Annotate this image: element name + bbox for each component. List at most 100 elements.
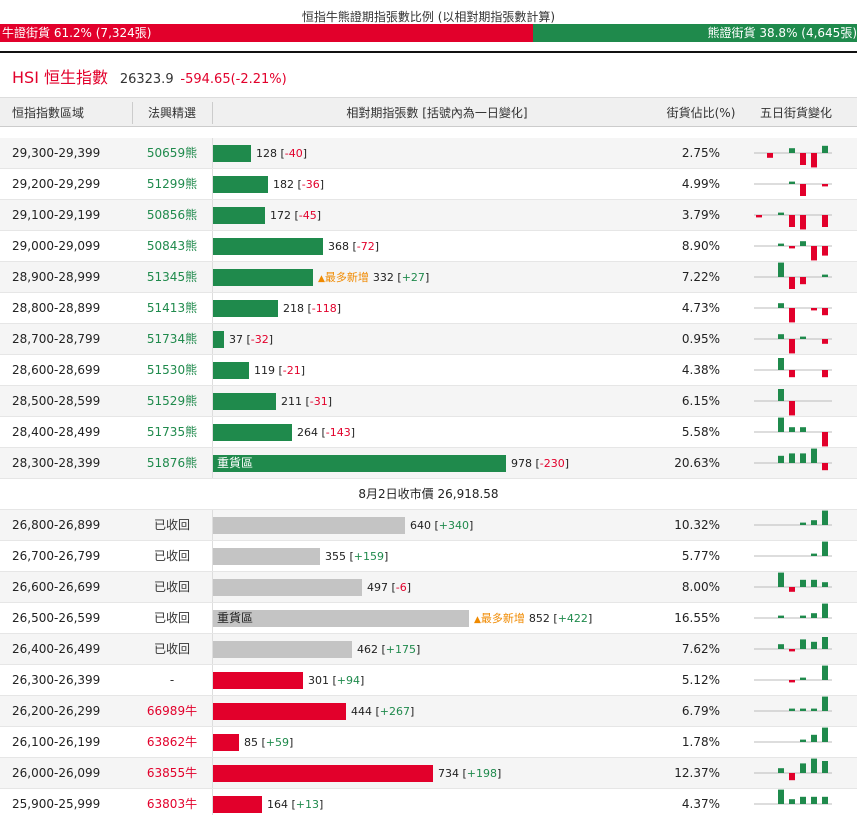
sparkline-bar xyxy=(767,153,773,158)
qty-bar-area: 172 [-45] xyxy=(213,200,663,230)
qty-value: 182 [-36] xyxy=(273,178,325,191)
five-day-sparkline xyxy=(754,303,832,323)
table-row: 28,600-28,699 51530熊 119 [-21] 4.38% xyxy=(0,355,857,386)
qty-delta: +13 xyxy=(295,798,320,811)
header-qty: 相對期指張數 [括號內為一日變化] xyxy=(346,106,528,120)
qty-bar xyxy=(213,207,265,224)
column-separator xyxy=(212,727,213,757)
column-separator xyxy=(212,541,213,571)
sparkline-bar xyxy=(789,680,795,683)
column-separator xyxy=(212,169,213,199)
pick-cell: 已收回 xyxy=(153,611,190,625)
qty-bar xyxy=(213,734,239,751)
sparkline-bar xyxy=(822,582,828,587)
qty-bar-area: 128 [-40] xyxy=(213,138,663,168)
qty-delta: +59 xyxy=(265,736,290,749)
qty-delta: -21 xyxy=(282,364,301,377)
sparkline-bar xyxy=(789,277,795,289)
table-row: 28,300-28,399 51876熊 重貨區 978 [-230] 20.63% xyxy=(0,448,857,479)
qty-bar xyxy=(213,300,278,317)
qty-number: 264 xyxy=(297,426,318,439)
pick-cell[interactable]: 51530熊 xyxy=(146,363,198,377)
sparkline-bar xyxy=(789,773,795,781)
qty-delta: +175 xyxy=(385,643,417,656)
five-day-sparkline xyxy=(754,241,832,261)
qty-value: 978 [-230] xyxy=(511,457,570,470)
range-cell: 26,700-26,799 xyxy=(12,549,101,563)
table-row: 26,700-26,799 已收回 355 [+159] 5.77% xyxy=(0,541,857,572)
range-cell: 26,400-26,499 xyxy=(12,642,101,656)
qty-bar-area: 368 [-72] xyxy=(213,231,663,261)
five-day-sparkline xyxy=(754,181,832,196)
sparkline-bar xyxy=(800,427,806,432)
qty-bar xyxy=(213,362,249,379)
qty-bar-area: 164 [+13] xyxy=(213,789,663,815)
previous-close-row: 8月2日收市價 26,918.58 xyxy=(0,479,857,510)
five-day-sparkline xyxy=(754,145,832,168)
sparkline-bar xyxy=(800,739,806,742)
range-cell: 28,900-28,999 xyxy=(12,270,101,284)
pick-cell[interactable]: 50659熊 xyxy=(146,146,198,160)
range-cell: 28,300-28,399 xyxy=(12,456,101,470)
pct-cell: 5.77% xyxy=(681,549,720,563)
pct-cell: 1.78% xyxy=(681,735,720,749)
pick-cell[interactable]: 51529熊 xyxy=(146,394,198,408)
heavy-zone-label: 重貨區 xyxy=(217,611,254,625)
sparkline-bar xyxy=(822,603,828,618)
qty-bar-area: ▲最多新增 332 [+27] xyxy=(213,262,663,292)
qty-number: 85 xyxy=(244,736,258,749)
sparkline-bar xyxy=(822,696,828,711)
pct-cell: 12.37% xyxy=(674,766,720,780)
sparkline-bar xyxy=(800,277,806,285)
qty-bar-area: 119 [-21] xyxy=(213,355,663,385)
table-row: 26,200-26,299 66989牛 444 [+267] 6.79% xyxy=(0,696,857,727)
sparkline-bar xyxy=(789,401,795,416)
qty-bar xyxy=(213,765,433,782)
range-cell: 26,600-26,699 xyxy=(12,580,101,594)
qty-value: 128 [-40] xyxy=(256,147,308,160)
sparkline-bar xyxy=(811,613,817,618)
pct-cell: 8.90% xyxy=(681,239,720,253)
pick-cell[interactable]: 51735熊 xyxy=(146,425,198,439)
pick-cell[interactable]: 50843熊 xyxy=(146,239,198,253)
sparkline-bar xyxy=(789,246,795,249)
pick-cell[interactable]: 51876熊 xyxy=(146,456,198,470)
sparkline-bar xyxy=(778,644,784,649)
pick-cell[interactable]: 63862牛 xyxy=(146,735,198,749)
qty-bar: 重貨區 xyxy=(213,610,469,627)
qty-value: 444 [+267] xyxy=(351,705,415,718)
qty-bar-area: 182 [-36] xyxy=(213,169,663,199)
sparkline-bar xyxy=(778,303,784,308)
divider xyxy=(0,51,857,53)
pick-cell[interactable]: 63855牛 xyxy=(146,766,198,780)
sparkline-bar xyxy=(789,148,795,153)
pick-cell[interactable]: 51413熊 xyxy=(146,301,198,315)
qty-bar-area: 218 [-118] xyxy=(213,293,663,323)
table-row: 25,900-25,999 63803牛 164 [+13] 4.37% xyxy=(0,789,857,815)
sparkline-bar xyxy=(811,579,817,587)
qty-value: 462 [+175] xyxy=(357,643,421,656)
sparkline-bar xyxy=(811,758,817,773)
column-separator xyxy=(212,324,213,354)
pick-cell[interactable]: 66989牛 xyxy=(146,704,198,718)
pick-cell[interactable]: 51734熊 xyxy=(146,332,198,346)
pct-cell: 7.22% xyxy=(681,270,720,284)
sparkline-bar xyxy=(822,274,828,277)
pick-cell[interactable]: 51345熊 xyxy=(146,270,198,284)
pick-cell[interactable]: 51299熊 xyxy=(146,177,198,191)
column-separator xyxy=(212,665,213,695)
sparkline-bar xyxy=(822,370,828,378)
sparkline-bar xyxy=(778,358,784,370)
qty-number: 119 xyxy=(254,364,275,377)
sparkline-bar xyxy=(811,520,817,525)
pick-cell[interactable]: 63803牛 xyxy=(146,797,198,811)
range-cell: 26,300-26,399 xyxy=(12,673,101,687)
five-day-sparkline xyxy=(754,758,832,781)
qty-bar-area: 重貨區 ▲最多新增 852 [+422] xyxy=(213,603,663,633)
heavy-zone-label: 重貨區 xyxy=(217,456,254,470)
pick-cell[interactable]: 50856熊 xyxy=(146,208,198,222)
qty-bar xyxy=(213,145,251,162)
qty-bar xyxy=(213,796,262,813)
sparkline-bar xyxy=(778,243,784,246)
range-cell: 28,800-28,899 xyxy=(12,301,101,315)
